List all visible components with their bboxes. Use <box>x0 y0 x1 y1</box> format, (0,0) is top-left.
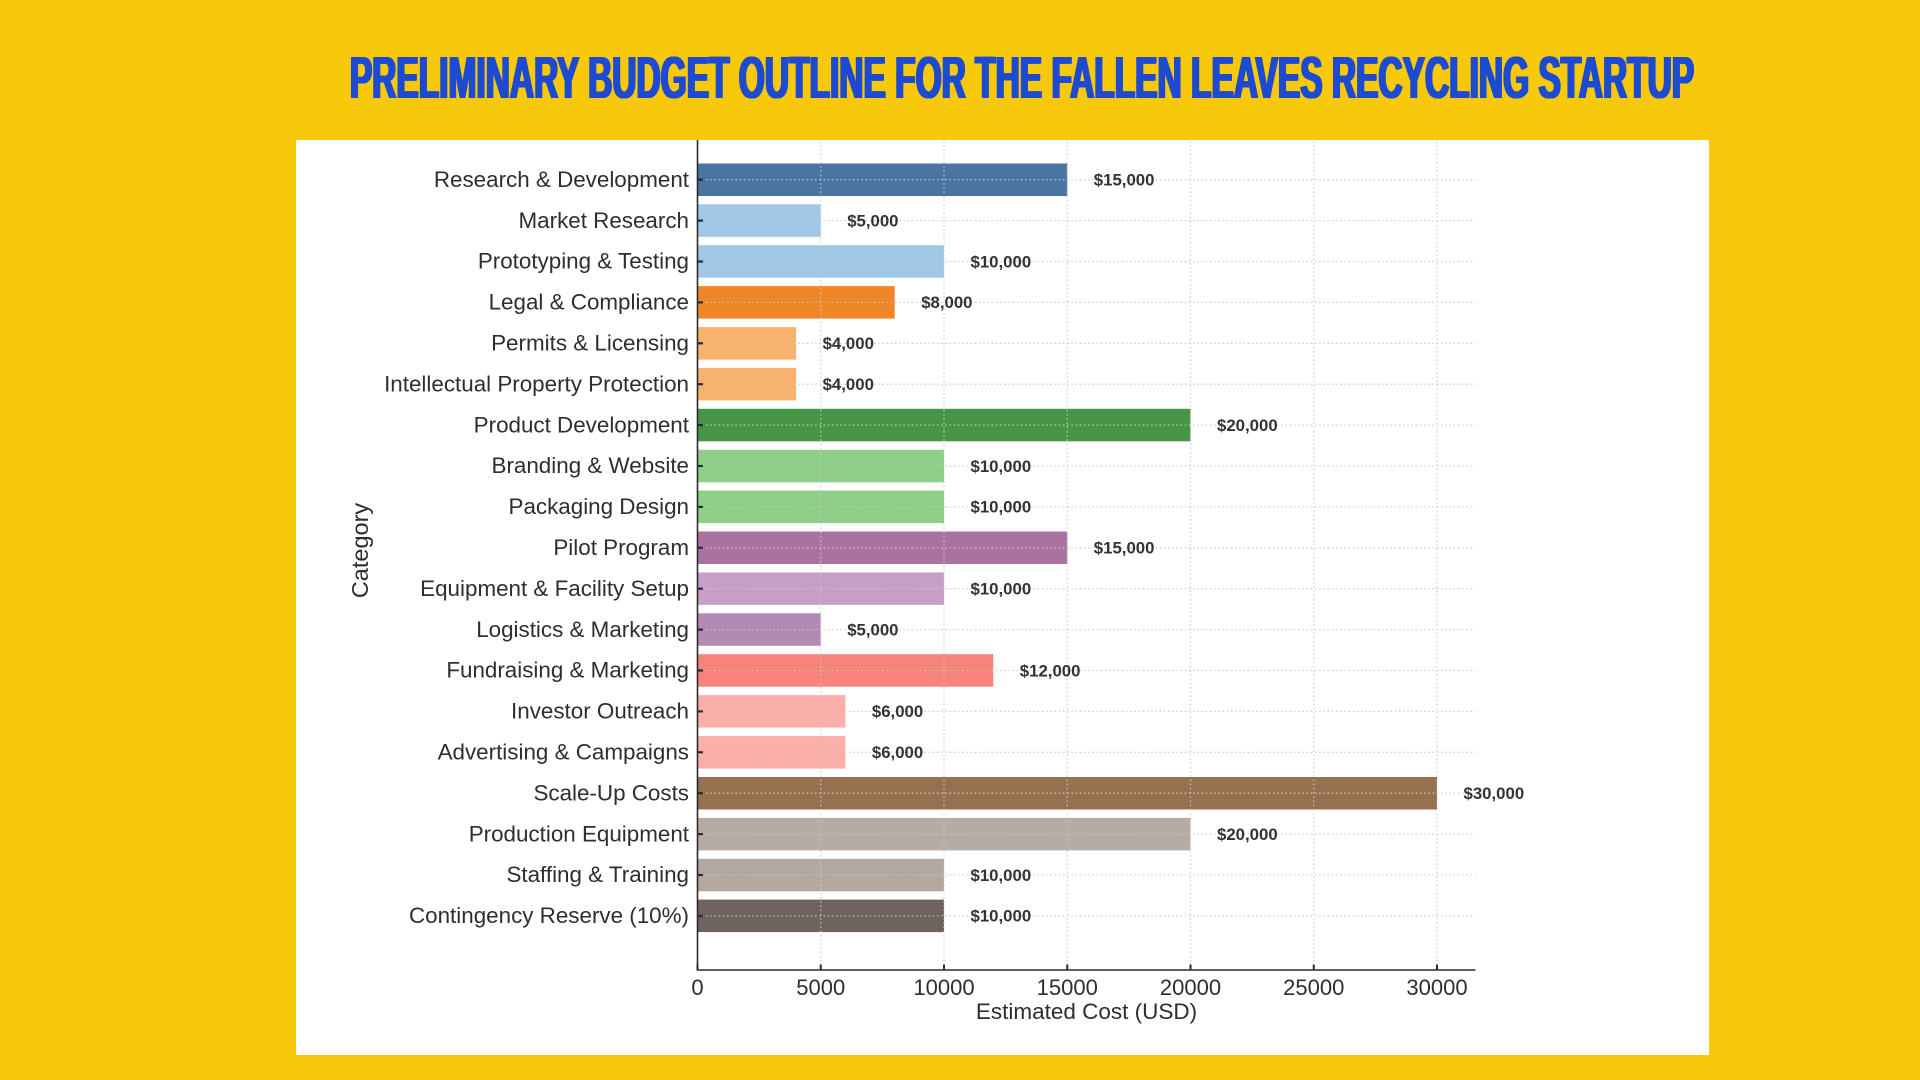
svg-text:30000: 30000 <box>1406 975 1467 1000</box>
svg-text:$30,000: $30,000 <box>1464 784 1525 803</box>
svg-text:$15,000: $15,000 <box>1094 171 1155 190</box>
svg-text:Fundraising & Marketing: Fundraising & Marketing <box>446 658 689 683</box>
svg-text:Production Equipment: Production Equipment <box>469 821 690 846</box>
svg-text:Category: Category <box>347 503 373 599</box>
svg-text:Estimated Cost (USD): Estimated Cost (USD) <box>976 999 1197 1024</box>
svg-text:$5,000: $5,000 <box>847 620 898 639</box>
svg-text:Scale-Up Costs: Scale-Up Costs <box>533 780 689 805</box>
svg-text:25000: 25000 <box>1283 975 1344 1000</box>
svg-text:Branding & Website: Branding & Website <box>492 453 689 478</box>
svg-text:Market Research: Market Research <box>519 208 689 233</box>
svg-text:$12,000: $12,000 <box>1020 661 1081 680</box>
svg-text:20000: 20000 <box>1160 975 1221 1000</box>
svg-text:$15,000: $15,000 <box>1094 539 1155 558</box>
svg-text:Permits & Licensing: Permits & Licensing <box>491 331 689 356</box>
svg-text:$8,000: $8,000 <box>921 293 972 312</box>
svg-text:$6,000: $6,000 <box>872 743 923 762</box>
svg-text:Product Development: Product Development <box>474 412 690 437</box>
svg-text:$20,000: $20,000 <box>1217 416 1278 435</box>
svg-text:Legal & Compliance: Legal & Compliance <box>489 290 689 315</box>
svg-text:Investor Outreach: Investor Outreach <box>511 699 689 724</box>
svg-text:$10,000: $10,000 <box>971 907 1032 926</box>
svg-text:$20,000: $20,000 <box>1217 825 1278 844</box>
svg-text:Packaging Design: Packaging Design <box>509 494 689 519</box>
svg-text:$5,000: $5,000 <box>847 211 898 230</box>
svg-text:Prototyping & Testing: Prototyping & Testing <box>478 249 689 274</box>
svg-text:Intellectual Property Protecti: Intellectual Property Protection <box>384 371 689 396</box>
svg-text:$10,000: $10,000 <box>971 580 1032 599</box>
svg-text:15000: 15000 <box>1037 975 1098 1000</box>
svg-text:Logistics & Marketing: Logistics & Marketing <box>476 617 689 642</box>
svg-text:10000: 10000 <box>913 975 974 1000</box>
svg-text:$10,000: $10,000 <box>971 457 1032 476</box>
svg-text:$6,000: $6,000 <box>872 702 923 721</box>
svg-text:5000: 5000 <box>796 975 845 1000</box>
svg-text:Equipment & Facility Setup: Equipment & Facility Setup <box>420 576 689 601</box>
svg-text:Staffing & Training: Staffing & Training <box>506 862 689 887</box>
svg-text:$10,000: $10,000 <box>971 866 1032 885</box>
svg-text:$4,000: $4,000 <box>823 375 874 394</box>
svg-text:Contingency Reserve (10%): Contingency Reserve (10%) <box>409 903 689 928</box>
svg-text:$4,000: $4,000 <box>823 334 874 353</box>
svg-text:$10,000: $10,000 <box>971 498 1032 517</box>
svg-text:Pilot Program: Pilot Program <box>553 535 689 560</box>
svg-text:$10,000: $10,000 <box>971 252 1032 271</box>
svg-text:0: 0 <box>691 975 703 1000</box>
svg-text:Research & Development: Research & Development <box>434 167 690 192</box>
svg-text:Advertising & Campaigns: Advertising & Campaigns <box>438 740 689 765</box>
